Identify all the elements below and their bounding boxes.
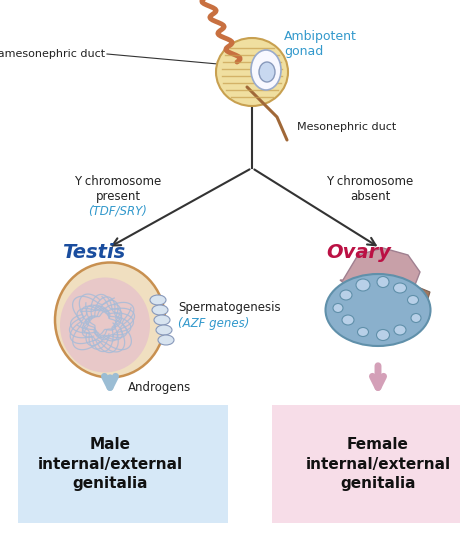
Text: Testis: Testis: [62, 244, 125, 262]
Ellipse shape: [326, 274, 430, 346]
FancyBboxPatch shape: [18, 405, 228, 523]
Ellipse shape: [411, 314, 421, 322]
Text: Female
internal/external
genitalia: Female internal/external genitalia: [305, 437, 451, 491]
Ellipse shape: [394, 325, 406, 335]
Text: Male
internal/external
genitalia: Male internal/external genitalia: [37, 437, 182, 491]
Ellipse shape: [251, 50, 281, 90]
Ellipse shape: [333, 303, 343, 313]
Ellipse shape: [156, 325, 172, 335]
Ellipse shape: [150, 295, 166, 305]
Text: Ambipotent
gonad: Ambipotent gonad: [284, 30, 357, 58]
Ellipse shape: [154, 315, 170, 325]
Text: Y chromosome: Y chromosome: [327, 175, 414, 188]
Ellipse shape: [376, 329, 390, 341]
Ellipse shape: [357, 327, 368, 336]
Ellipse shape: [393, 283, 407, 293]
Text: (TDF/SRY): (TDF/SRY): [89, 205, 147, 218]
Text: Ovary: Ovary: [326, 244, 391, 262]
Polygon shape: [393, 285, 430, 310]
Polygon shape: [340, 248, 420, 295]
Ellipse shape: [60, 278, 150, 373]
Ellipse shape: [259, 62, 275, 82]
Ellipse shape: [408, 295, 419, 305]
Ellipse shape: [356, 279, 370, 291]
Text: Paramesonephric duct: Paramesonephric duct: [0, 49, 105, 59]
Ellipse shape: [55, 262, 165, 377]
Text: Spermatogenesis: Spermatogenesis: [178, 301, 281, 314]
Ellipse shape: [342, 315, 354, 325]
Ellipse shape: [152, 305, 168, 315]
Text: Mesonephric duct: Mesonephric duct: [297, 122, 396, 132]
Text: present: present: [95, 190, 141, 203]
Text: (AZF genes): (AZF genes): [178, 318, 249, 330]
Text: absent: absent: [350, 190, 390, 203]
Text: Androgens: Androgens: [128, 381, 191, 394]
Ellipse shape: [377, 276, 389, 287]
Ellipse shape: [340, 290, 352, 300]
Ellipse shape: [216, 38, 288, 106]
FancyBboxPatch shape: [272, 405, 460, 523]
Ellipse shape: [158, 335, 174, 345]
Text: Y chromosome: Y chromosome: [74, 175, 162, 188]
